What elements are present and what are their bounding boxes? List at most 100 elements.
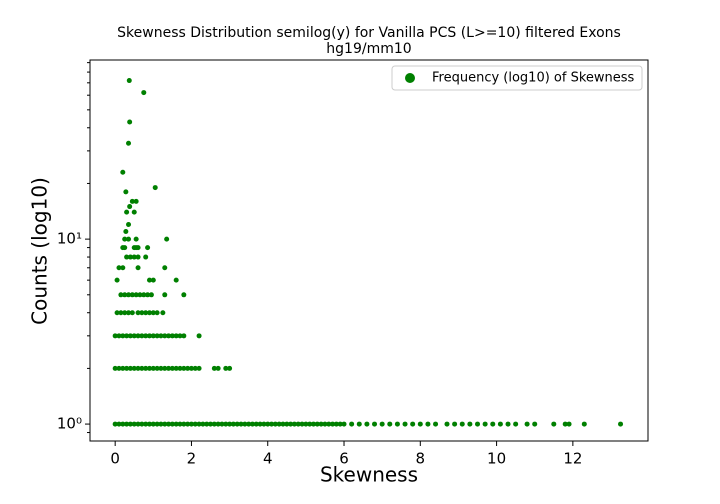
point xyxy=(146,421,152,427)
point xyxy=(459,421,465,427)
point xyxy=(139,333,145,339)
point xyxy=(141,90,147,96)
point xyxy=(114,310,120,316)
point xyxy=(280,421,286,427)
point xyxy=(126,221,132,227)
point xyxy=(118,310,124,316)
point xyxy=(120,421,126,427)
point xyxy=(215,421,221,427)
point xyxy=(133,292,139,298)
point xyxy=(150,365,156,371)
point xyxy=(166,421,172,427)
point xyxy=(425,421,431,427)
point xyxy=(192,421,198,427)
point xyxy=(291,421,297,427)
point xyxy=(173,333,179,339)
point xyxy=(444,421,450,427)
point xyxy=(166,333,172,339)
point xyxy=(566,421,572,427)
x-tick-label: 6 xyxy=(339,450,349,468)
point xyxy=(124,421,130,427)
point xyxy=(166,365,172,371)
point xyxy=(120,333,126,339)
point xyxy=(116,333,122,339)
point xyxy=(490,421,496,427)
y-tick-label: 10⁰ xyxy=(57,415,82,433)
point xyxy=(127,365,133,371)
point xyxy=(162,421,168,427)
point xyxy=(148,292,154,298)
point xyxy=(173,421,179,427)
point xyxy=(112,333,118,339)
point xyxy=(122,292,128,298)
point xyxy=(257,421,263,427)
point xyxy=(177,365,183,371)
point xyxy=(131,365,137,371)
x-tick-label: 2 xyxy=(187,450,197,468)
chart-subtitle: hg19/mm10 xyxy=(326,41,411,57)
point xyxy=(204,421,210,427)
point xyxy=(333,421,339,427)
point xyxy=(246,421,252,427)
point xyxy=(164,236,170,242)
point xyxy=(337,421,343,427)
point xyxy=(318,421,324,427)
point xyxy=(475,421,481,427)
point xyxy=(133,236,139,242)
point xyxy=(326,421,332,427)
point xyxy=(364,421,370,427)
point xyxy=(196,421,202,427)
point xyxy=(150,277,156,283)
point xyxy=(276,421,282,427)
point xyxy=(211,421,217,427)
point xyxy=(284,421,290,427)
point xyxy=(227,421,233,427)
point xyxy=(135,245,141,251)
point xyxy=(131,209,137,215)
legend-box xyxy=(391,65,643,91)
point xyxy=(131,254,137,260)
point xyxy=(402,421,408,427)
point xyxy=(253,421,259,427)
point xyxy=(169,333,175,339)
point xyxy=(126,292,132,298)
point xyxy=(372,421,378,427)
point xyxy=(124,209,130,215)
point xyxy=(200,421,206,427)
point xyxy=(112,421,118,427)
point xyxy=(127,333,133,339)
point xyxy=(124,254,130,260)
point xyxy=(129,310,135,316)
chart-title: Skewness Distribution semilog(y) for Van… xyxy=(117,25,621,41)
point xyxy=(158,365,164,371)
point xyxy=(379,421,385,427)
point xyxy=(131,333,137,339)
point xyxy=(173,277,179,283)
point xyxy=(417,421,423,427)
point xyxy=(112,365,118,371)
point xyxy=(551,421,557,427)
point xyxy=(154,421,160,427)
point xyxy=(169,365,175,371)
point xyxy=(223,421,229,427)
point xyxy=(234,421,240,427)
point xyxy=(219,421,225,427)
point xyxy=(173,365,179,371)
point xyxy=(410,421,416,427)
point xyxy=(145,245,151,251)
point xyxy=(135,265,141,271)
point xyxy=(150,333,156,339)
point xyxy=(562,421,568,427)
point xyxy=(341,421,347,427)
point xyxy=(139,421,145,427)
point xyxy=(124,333,130,339)
point xyxy=(143,254,149,260)
point xyxy=(145,292,151,298)
point xyxy=(146,310,152,316)
point xyxy=(143,421,149,427)
point xyxy=(114,277,120,283)
point xyxy=(146,333,152,339)
point xyxy=(394,421,400,427)
point xyxy=(188,365,194,371)
point xyxy=(261,421,267,427)
